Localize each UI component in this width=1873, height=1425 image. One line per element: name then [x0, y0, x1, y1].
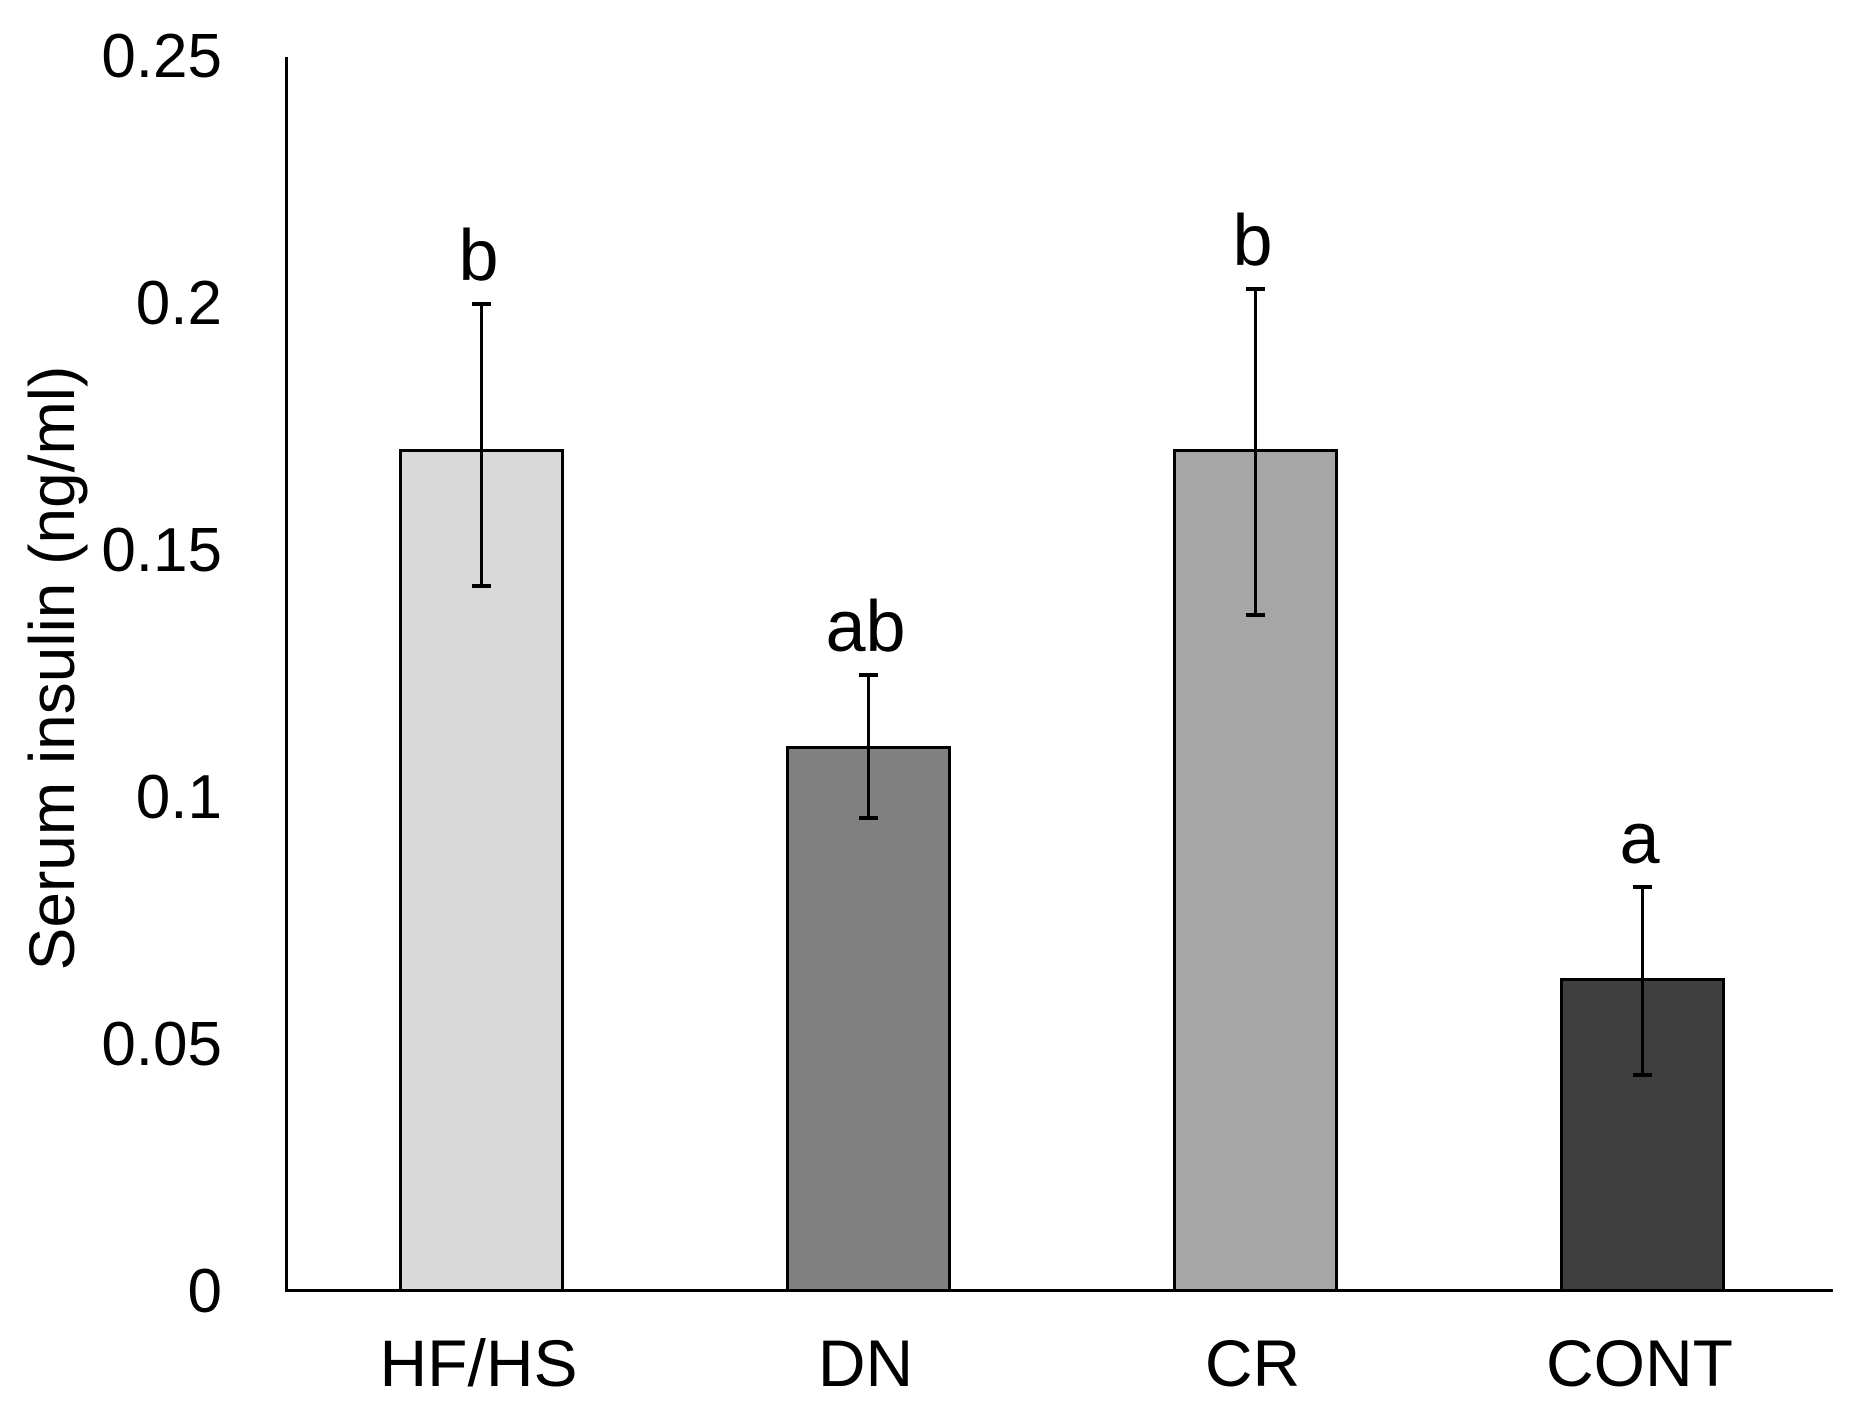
y-tick-label: 0.1 [135, 763, 222, 832]
y-tick-label: 0.2 [135, 269, 222, 338]
significance-letter-CONT: a [1619, 798, 1660, 879]
error-bar-CR [1254, 289, 1257, 616]
y-axis-title: Serum insulin (ng/ml) [16, 365, 88, 971]
x-tick-label-HF/HS: HF/HS [379, 1326, 578, 1400]
error-bar-cap-DN [859, 672, 878, 677]
error-bar-cap-CR [1246, 613, 1265, 618]
y-tick-label: 0.25 [101, 22, 222, 91]
y-tick-label: 0 [187, 1257, 222, 1326]
error-bar-DN [867, 674, 870, 818]
x-tick-label-DN: DN [817, 1326, 914, 1400]
error-bar-cap-HF/HS [472, 302, 491, 306]
error-bar-HF/HS [480, 304, 483, 586]
significance-letter-DN: ab [825, 586, 906, 667]
error-bar-cap-DN [859, 815, 878, 820]
error-bar-cap-CONT [1633, 1072, 1652, 1077]
error-bar-cap-CONT [1633, 884, 1652, 889]
y-tick-label: 0.15 [101, 516, 222, 585]
error-bar-CONT [1641, 886, 1644, 1075]
error-bar-cap-HF/HS [472, 583, 491, 588]
bar-DN [786, 745, 951, 1289]
significance-letter-CR: b [1232, 201, 1273, 282]
y-tick-label: 0.05 [101, 1010, 222, 1079]
error-bar-cap-CR [1246, 287, 1265, 292]
plot-area [285, 57, 1833, 1292]
significance-letter-HF/HS: b [458, 216, 499, 296]
x-tick-label-CR: CR [1204, 1326, 1301, 1400]
x-tick-label-CONT: CONT [1546, 1326, 1733, 1400]
bar-HF/HS [399, 449, 564, 1289]
